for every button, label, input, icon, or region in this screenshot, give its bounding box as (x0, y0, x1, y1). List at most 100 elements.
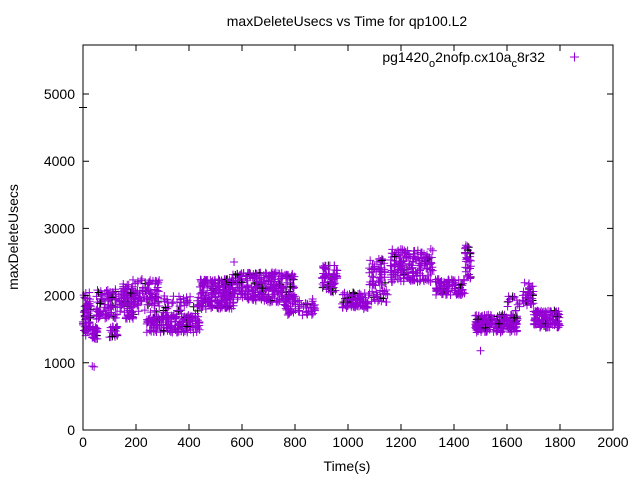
data-point (237, 283, 246, 292)
data-point (387, 249, 396, 258)
data-point (342, 302, 351, 311)
data-point (366, 256, 375, 265)
data-point (376, 272, 385, 281)
x-tick-label: 1600 (491, 434, 522, 450)
data-point (210, 278, 219, 287)
plot-border (82, 44, 614, 431)
data-point (431, 290, 440, 299)
data-point (510, 313, 519, 322)
data-point (326, 287, 335, 296)
data-point (419, 275, 428, 284)
data-point (143, 295, 152, 304)
data-point (487, 319, 496, 328)
data-point (206, 300, 215, 309)
data-point (322, 285, 331, 294)
data-point (377, 280, 386, 289)
data-point (278, 287, 287, 296)
data-point (180, 301, 189, 310)
data-point (424, 253, 433, 262)
data-point (457, 285, 466, 294)
data-point (463, 271, 472, 280)
data-point (351, 303, 360, 312)
data-point (394, 246, 403, 255)
data-point (215, 288, 224, 297)
data-point (526, 294, 535, 303)
data-point (145, 278, 154, 287)
data-point (332, 266, 341, 275)
data-point (159, 320, 168, 329)
data-point (387, 266, 396, 275)
data-point (432, 287, 441, 296)
data-point (128, 275, 137, 284)
data-point (555, 313, 564, 322)
data-point (404, 252, 413, 261)
x-tick-label: 1000 (332, 434, 363, 450)
legend: pg1420o2nofp.cx10ac8r32 (382, 49, 579, 70)
data-point (251, 296, 260, 305)
data-point (106, 295, 115, 304)
data-point (369, 273, 378, 282)
data-point (183, 296, 192, 305)
data-point (161, 303, 170, 312)
data-point (126, 288, 135, 297)
data-point (107, 328, 116, 337)
data-point (112, 330, 121, 339)
data-point (418, 253, 427, 262)
data-point (447, 275, 456, 284)
data-point (479, 321, 488, 330)
data-point (251, 272, 260, 281)
data-point (364, 291, 373, 300)
data-point (146, 308, 155, 317)
data-point (108, 332, 117, 341)
data-point (183, 328, 192, 337)
data-point (156, 328, 165, 337)
data-point (488, 315, 497, 324)
legend-label-part: 8r32 (517, 49, 545, 65)
data-point (386, 261, 395, 270)
data-point (117, 301, 126, 310)
data-point (403, 273, 412, 282)
data-point (127, 284, 136, 293)
data-point (111, 313, 120, 322)
data-point (499, 316, 508, 325)
data-point (92, 324, 101, 333)
data-point (455, 289, 464, 298)
data-point (133, 288, 142, 297)
data-point (284, 304, 293, 313)
data-point (151, 279, 160, 288)
data-point (396, 251, 405, 260)
data-point (390, 260, 399, 269)
data-point (369, 291, 378, 300)
data-point (476, 346, 485, 355)
data-point (170, 314, 179, 323)
data-point (140, 306, 149, 315)
data-point (91, 325, 100, 334)
data-point (120, 285, 129, 294)
data-point (113, 331, 122, 340)
data-point (466, 262, 475, 271)
data-point (283, 274, 292, 283)
data-point (195, 317, 204, 326)
data-point (112, 294, 121, 303)
data-point (123, 306, 132, 315)
data-point (88, 362, 97, 371)
data-point (92, 305, 101, 314)
data-point (474, 319, 483, 328)
data-point (95, 311, 104, 320)
data-point (284, 288, 293, 297)
data-point (176, 306, 185, 315)
data-point (207, 296, 216, 305)
data-point (119, 280, 128, 289)
data-point (338, 290, 347, 299)
x-tick-label: 2000 (597, 434, 628, 450)
data-point (266, 280, 275, 289)
data-point (438, 285, 447, 294)
data-point (318, 274, 327, 283)
data-point (243, 276, 252, 285)
data-point (128, 289, 137, 298)
data-point (136, 276, 145, 285)
data-point (91, 334, 100, 343)
axis-ticks: 0 200 400 600 800 1000 1200 1400 1600 1800 2000 0 10… (44, 45, 629, 450)
data-point (159, 308, 168, 317)
data-point (181, 314, 190, 323)
